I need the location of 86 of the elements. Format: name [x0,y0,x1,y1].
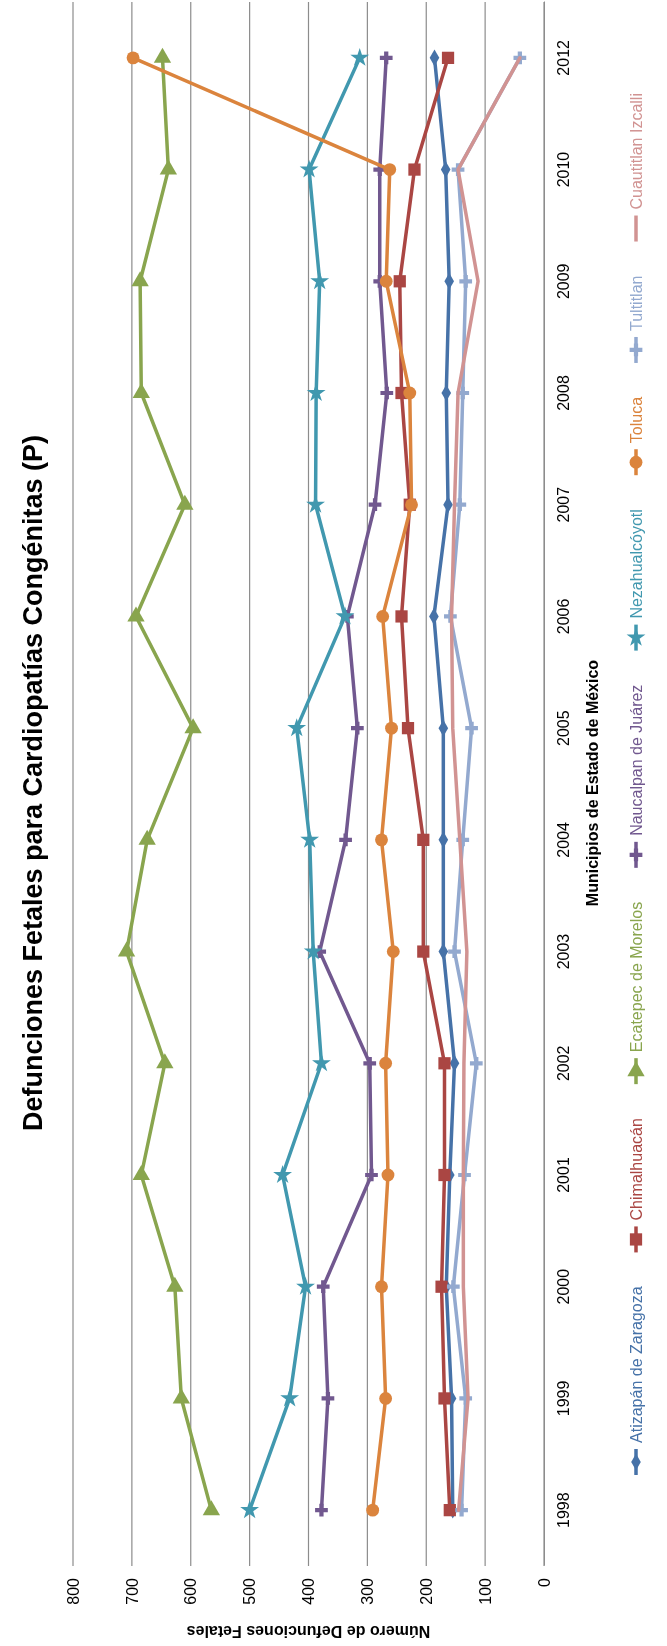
point [441,51,455,64]
y-tick-label: 2000 [555,1268,573,1305]
point [435,1280,448,1293]
point [446,1280,460,1294]
y-tick-label: 2012 [555,39,573,76]
point [375,833,388,847]
point [315,1503,328,1517]
point [273,1165,293,1184]
point [383,163,397,176]
point [379,274,393,288]
point [379,1392,393,1405]
point [469,1056,483,1070]
point [375,1280,388,1294]
y-tick-label: 2004 [555,821,573,858]
point [126,51,140,65]
point [240,1500,260,1519]
point [403,386,417,400]
y-tick-label: 2003 [555,933,573,970]
point [438,1057,451,1070]
point [363,1056,377,1070]
point [380,386,394,400]
text: Chimalhuacán [627,1118,645,1221]
x-axis-title: Número de Defunciones Fetales [186,1623,431,1640]
point [300,829,320,848]
text: Atizapán de Zaragoza [627,1286,645,1443]
point [395,610,408,623]
point [417,833,430,846]
point [310,271,330,290]
x-tick-label: 700 [123,1577,141,1605]
y-tick-label: 2005 [555,710,573,746]
point [393,275,406,288]
point [443,1504,456,1517]
point [438,1168,451,1182]
point [368,498,382,512]
point [299,159,319,178]
x-tick-label: 300 [358,1577,376,1605]
y-tick-label: 2010 [555,151,573,188]
point [379,1056,393,1070]
y-axis-title: Municipios de Estado de México [584,659,601,907]
point [401,722,415,735]
y-tick-label: 1999 [555,1380,573,1417]
text: Tultitlan [627,275,645,331]
point [280,1388,300,1407]
point [365,1168,378,1182]
y-tick-label: 1998 [555,1492,573,1528]
point [376,610,390,623]
y-tick-label: 2009 [555,263,573,300]
point [379,51,393,65]
point [312,1053,331,1072]
y-tick-label: 2008 [555,375,573,411]
x-tick-label: 200 [417,1577,435,1605]
y-tick-label: 2006 [555,598,573,635]
point [465,721,478,735]
x-tick-label: 800 [64,1577,82,1605]
point [321,1392,335,1405]
point [296,1276,315,1295]
point [408,163,421,176]
y-tick-label: 2001 [555,1157,573,1193]
point [385,721,398,735]
point [438,1392,451,1405]
point [316,1280,330,1294]
x-tick-label: 400 [300,1577,318,1605]
text: Toluca [627,396,645,444]
point [366,1503,380,1517]
text: Ecatepec de Morelos [627,901,645,1053]
point [350,47,370,66]
point [184,718,202,734]
x-tick-label: 500 [241,1577,259,1605]
text: Cuautitlan Izcalli [627,93,645,210]
point [386,945,400,958]
text: Naucalpan de Juárez [627,684,645,836]
point [351,721,364,735]
y-tick-label: 2007 [555,486,573,523]
point [287,718,307,737]
point [381,1168,395,1182]
point [339,833,352,847]
point [459,274,473,288]
x-tick-label: 0 [535,1577,553,1587]
text: Nezahualcóyotl [627,509,645,619]
point [417,945,430,958]
y-tick-label: 2002 [555,1045,573,1082]
point [448,945,461,958]
text: Defunciones Fetales para Cardiopatías Congénitas (P) [18,434,48,1132]
point [335,606,355,625]
x-tick-label: 100 [476,1577,494,1605]
x-tick-label: 600 [182,1577,200,1605]
